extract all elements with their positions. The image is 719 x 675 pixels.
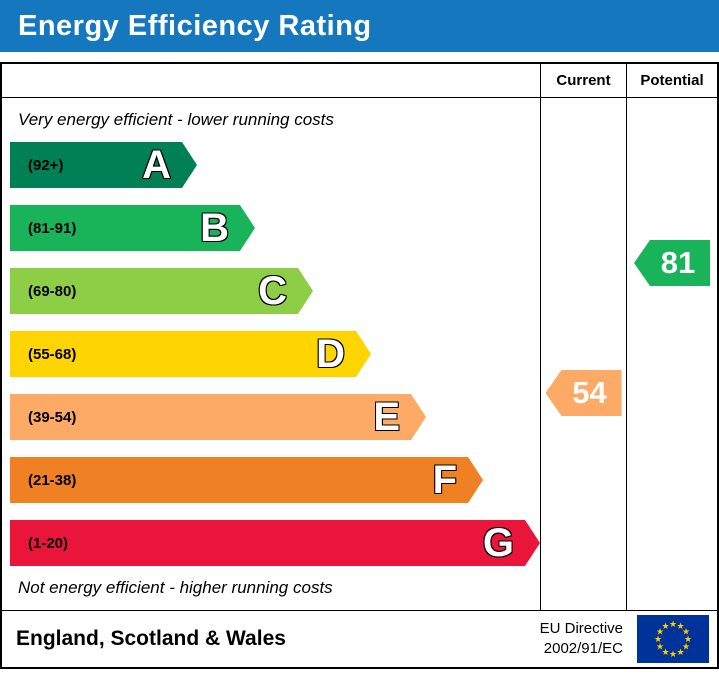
footer: England, Scotland & Wales EU Directive 2…	[2, 610, 717, 667]
svg-text:★: ★	[661, 621, 669, 631]
eu-directive-label: EU Directive 2002/91/EC	[540, 619, 623, 660]
svg-text:★: ★	[684, 634, 692, 644]
eu-flag-icon: ★ ★ ★ ★ ★ ★ ★ ★ ★ ★ ★ ★	[637, 615, 709, 663]
top-note: Very energy efficient - lower running co…	[18, 110, 334, 129]
band-range-label: (21-38)	[28, 471, 77, 489]
svg-text:★: ★	[682, 627, 690, 637]
title-banner: Energy Efficiency Rating	[0, 0, 719, 52]
band-letter: D	[316, 332, 345, 376]
potential-rating-arrow: 81	[634, 240, 710, 286]
current-column: 54	[540, 98, 626, 610]
eu-directive-line2: 2002/91/EC	[543, 640, 623, 657]
svg-text:★: ★	[676, 621, 684, 631]
band-range-label: (81-91)	[28, 219, 77, 237]
band-letter: C	[258, 269, 287, 313]
bottom-note: Not energy efficient - higher running co…	[18, 578, 333, 597]
band-letter: F	[432, 458, 457, 502]
band-bar-g: (1-20) G	[10, 520, 540, 566]
svg-text:★: ★	[669, 619, 677, 629]
band-letter: E	[373, 395, 400, 439]
svg-text:★: ★	[656, 642, 664, 652]
current-rating-arrow: 54	[545, 370, 622, 416]
band-bar-e: (39-54) E	[10, 394, 426, 440]
main-column-header	[2, 64, 540, 98]
page-title: Energy Efficiency Rating	[18, 9, 372, 42]
svg-text:★: ★	[676, 647, 684, 657]
band-range-label: (92+)	[28, 156, 64, 174]
column-header-potential: Potential	[626, 64, 717, 98]
band-range-label: (69-80)	[28, 282, 77, 300]
column-header-current: Current	[540, 64, 626, 98]
band-letter: G	[482, 521, 514, 565]
eu-directive-line1: EU Directive	[539, 619, 623, 637]
svg-text:★: ★	[654, 634, 662, 644]
region-label: England, Scotland & Wales	[16, 627, 286, 650]
band-letter: A	[142, 143, 171, 187]
current-rating-value: 54	[572, 375, 607, 410]
svg-text:★: ★	[682, 642, 690, 652]
band-range-label: (1-20)	[28, 534, 69, 552]
svg-text:★: ★	[669, 649, 677, 659]
svg-text:★: ★	[656, 627, 664, 637]
band-bar-f: (21-38) F	[10, 457, 483, 503]
bands-area: Very energy efficient - lower running co…	[2, 98, 540, 610]
band-bar-b: (81-91) B	[10, 205, 255, 251]
band-bar-c: (69-80) C	[10, 268, 313, 314]
band-range-label: (55-68)	[28, 345, 77, 363]
band-range-label: (39-54)	[28, 408, 77, 426]
svg-text:★: ★	[661, 647, 669, 657]
band-bar-a: (92+) A	[10, 142, 197, 188]
potential-column: 81	[626, 98, 717, 610]
potential-rating-value: 81	[660, 245, 696, 280]
band-bar-d: (55-68) D	[10, 331, 371, 377]
band-letter: B	[200, 206, 229, 250]
chart-table: Current Potential Very energy efficient …	[0, 62, 719, 669]
